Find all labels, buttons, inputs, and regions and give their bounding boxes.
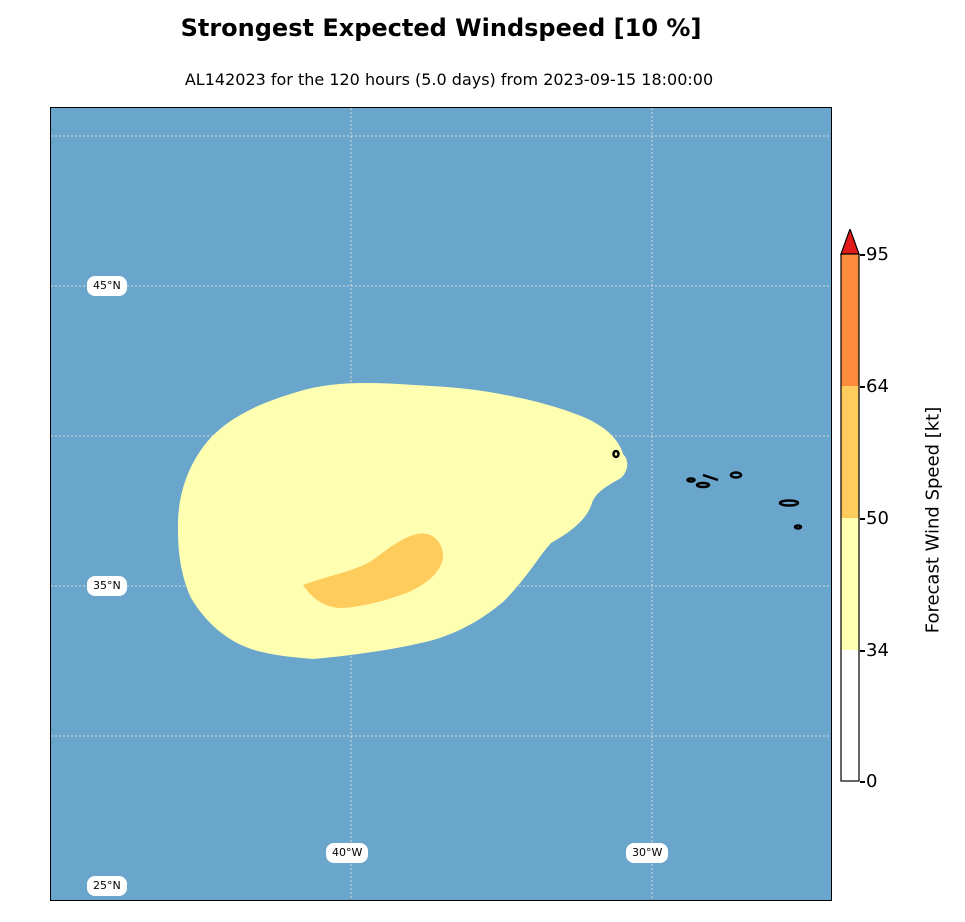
colorbar-outline [840, 253, 860, 782]
azores-islands [612, 449, 803, 530]
colorbar-tickmark-95 [860, 254, 865, 256]
colorbar-band-0-34 [841, 650, 859, 782]
colorbar-tick-34: 34 [866, 640, 889, 661]
colorbar-tick-0: 0 [866, 771, 878, 792]
island-faial [686, 477, 696, 483]
island-santa-maria [793, 524, 803, 530]
colorbar-band-50-64 [841, 386, 859, 518]
map-subtitle: AL142023 for the 120 hours (5.0 days) fr… [184, 70, 714, 89]
lon-label-40w: 40°W [326, 843, 369, 863]
colorbar-tickmark-64 [860, 386, 865, 388]
island-pico [695, 481, 711, 489]
island-flores [612, 449, 620, 459]
colorbar [840, 229, 860, 782]
colorbar-extend-arrow [840, 229, 860, 255]
map-title: Strongest Expected Windspeed [10 %] [180, 14, 702, 42]
colorbar-label: Forecast Wind Speed [kt] [922, 406, 944, 634]
lat-label-25n: 25°N [87, 876, 127, 896]
wind-field-50kt [303, 533, 444, 608]
colorbar-tick-64: 64 [866, 376, 889, 397]
colorbar-tickmark-0 [860, 781, 865, 783]
colorbar-tickmark-34 [860, 650, 865, 652]
map-canvas [51, 108, 831, 900]
island-sao-miguel [778, 499, 800, 507]
wind-field-34kt [177, 383, 628, 659]
colorbar-tick-50: 50 [866, 508, 889, 529]
colorbar-tick-95: 95 [866, 244, 889, 265]
lat-label-35n: 35°N [87, 576, 127, 596]
lon-label-30w: 30°W [626, 843, 669, 863]
lat-label-45n: 45°N [87, 276, 127, 296]
island-terceira [729, 471, 743, 479]
colorbar-band-34-50 [841, 518, 859, 650]
colorbar-tickmark-50 [860, 518, 865, 520]
map-panel[interactable]: 45°N 35°N 25°N 40°W 30°W [50, 107, 832, 901]
island-sao-jorge [702, 473, 719, 482]
colorbar-band-64-95 [841, 254, 859, 386]
